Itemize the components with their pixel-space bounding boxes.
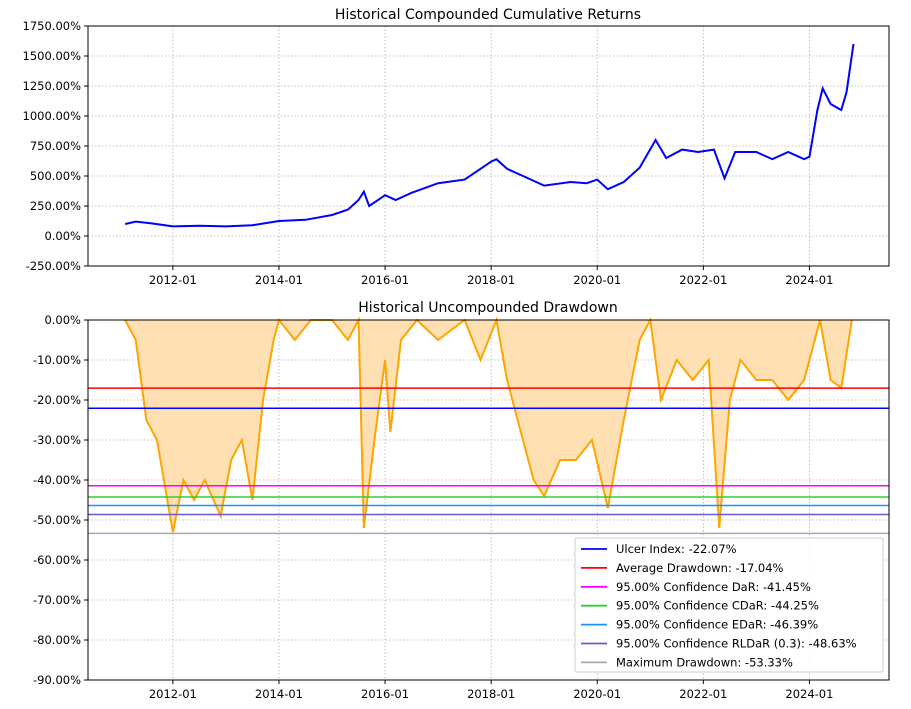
y-tick-label: -250.00% [26,259,81,273]
x-tick-label: 2020-01 [573,273,621,287]
y-tick-label: -70.00% [33,593,81,607]
y-tick-label: 1250.00% [23,79,82,93]
x-tick-label: 2022-01 [679,273,727,287]
bottom-chart-title: Historical Uncompounded Drawdown [358,300,617,316]
legend-label: 95.00% Confidence DaR: -41.45% [616,580,811,594]
y-tick-label: 250.00% [30,199,81,213]
x-tick-label: 2016-01 [361,273,409,287]
cumulative-returns-plot: 2012-01 2014-01 2016-01 2018-01 2020-01 2022-… [23,19,890,287]
y-tick-label: -40.00% [33,473,81,487]
plot-frame [87,25,890,267]
y-tick-label: 1500.00% [23,49,82,63]
x-tick-label: 2012-01 [149,687,197,701]
x-tick-label: 2022-01 [679,687,727,701]
legend-label: Ulcer Index: -22.07% [616,542,737,556]
y-tick-label: 0.00% [44,229,81,243]
legend-label: 95.00% Confidence CDaR: -44.25% [616,599,819,613]
top-chart-title: Historical Compounded Cumulative Returns [335,7,641,23]
plot-frame [87,319,890,681]
y-tick-label: -30.00% [33,433,81,447]
cumulative-return-line [124,43,855,228]
x-tick-label: 2012-01 [149,273,197,287]
drawdown-area [125,320,852,532]
x-tick-label: 2018-01 [467,273,515,287]
legend-label: Maximum Drawdown: -53.33% [616,655,793,669]
x-tick-label: 2018-01 [467,687,515,701]
y-tick-label: -90.00% [33,673,81,687]
y-tick-label: -60.00% [33,553,81,567]
x-tick-label: 2016-01 [361,687,409,701]
legend-label: Average Drawdown: -17.04% [616,561,784,575]
legend-label: 95.00% Confidence RLDaR (0.3): -48.63% [616,637,857,651]
y-tick-label: 0.00% [44,313,81,327]
x-tick-label: 2024-01 [785,273,833,287]
y-tick-label: -10.00% [33,353,81,367]
drawdown-plot: 2012-01 2014-01 2016-01 2018-01 2020-01 2022-… [33,313,890,701]
legend: Ulcer Index: -22.07% Average Drawdown: -1… [574,537,884,673]
y-tick-label: 500.00% [30,169,81,183]
x-tick-label: 2014-01 [255,687,303,701]
x-tick-label: 2020-01 [573,687,621,701]
x-tick-label: 2024-01 [785,687,833,701]
y-tick-label: 1750.00% [23,19,82,33]
y-tick-label: -50.00% [33,513,81,527]
drawdown-line [124,316,853,533]
y-tick-label: -20.00% [33,393,81,407]
y-tick-label: 750.00% [30,139,81,153]
legend-box [574,537,884,673]
x-tick-label: 2014-01 [255,273,303,287]
y-tick-label: -80.00% [33,633,81,647]
legend-label: 95.00% Confidence EDaR: -46.39% [616,618,818,632]
y-tick-label: 1000.00% [23,109,82,123]
